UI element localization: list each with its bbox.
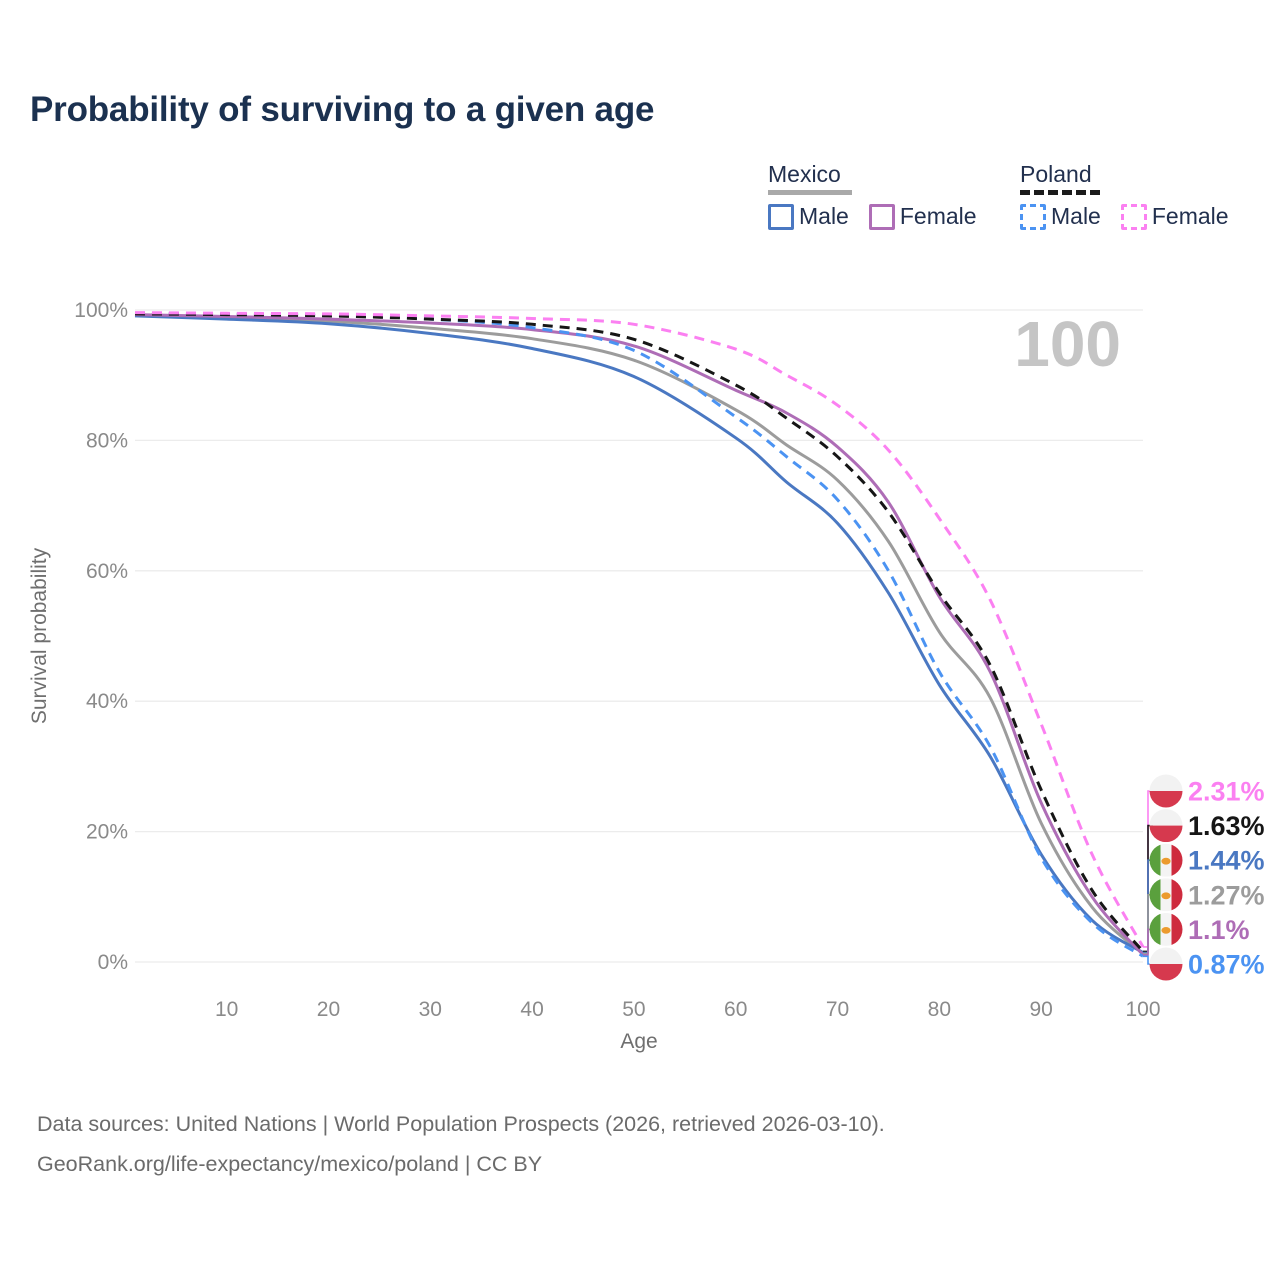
page-title: Probability of surviving to a given age — [30, 90, 655, 129]
footer-attribution-line: GeoRank.org/life-expectancy/mexico/polan… — [37, 1151, 543, 1176]
series-line-mexico-female[interactable] — [134, 313, 1145, 956]
end-label-mexico-male: 1.44% — [1188, 846, 1265, 876]
poland-male-swatch-icon — [1020, 203, 1046, 230]
y-axis-title: Survival probability — [28, 547, 51, 724]
series-line-mexico[interactable] — [134, 313, 1145, 955]
x-tick-label: 60 — [724, 998, 747, 1021]
y-tick-label: 100% — [74, 299, 128, 322]
footer: Data sources: United Nations | World Pop… — [37, 1105, 885, 1184]
watermark: 100 — [1014, 308, 1121, 380]
mexico-flag-icon — [1149, 912, 1183, 946]
poland-flag-icon — [1149, 947, 1183, 981]
series-line-poland-female[interactable] — [134, 311, 1145, 948]
legend-label-mexico-male: Male — [799, 203, 849, 229]
y-tick-label: 60% — [86, 560, 128, 583]
y-tick-label: 80% — [86, 429, 128, 452]
series-line-poland[interactable] — [134, 312, 1145, 953]
end-label-mexico: 1.27% — [1188, 880, 1265, 910]
mexico-male-swatch-icon — [768, 203, 794, 230]
y-tick-label: 20% — [86, 821, 128, 844]
y-tick-label: 0% — [98, 951, 128, 974]
x-tick-label: 20 — [317, 998, 340, 1021]
legend-group-poland: Poland Male Female — [1020, 161, 1229, 230]
legend-label-poland-male: Male — [1051, 203, 1101, 229]
x-axis-title: Age — [620, 1030, 657, 1053]
poland-female-swatch-icon — [1120, 203, 1147, 230]
end-label-poland: 1.63% — [1188, 811, 1265, 841]
mexico-flag-icon — [1149, 878, 1183, 912]
legend-group-mexico: Mexico Male Female — [768, 161, 977, 230]
x-tick-label: 100 — [1125, 998, 1160, 1021]
y-tick-label: 40% — [86, 690, 128, 713]
legend-item-poland-male[interactable]: Male — [1020, 203, 1101, 230]
legend-item-mexico-male[interactable]: Male — [768, 203, 849, 230]
end-label-poland-male: 0.87% — [1188, 950, 1265, 980]
mexico-female-swatch-icon — [868, 203, 895, 230]
legend-country-poland: Poland — [1020, 161, 1100, 195]
end-label-poland-female: 2.31% — [1188, 777, 1265, 807]
legend-country-mexico: Mexico — [768, 161, 852, 195]
series-line-poland-male[interactable] — [134, 311, 1144, 958]
x-tick-label: 90 — [1030, 998, 1053, 1021]
mexico-flag-icon — [1149, 843, 1183, 877]
poland-flag-icon — [1149, 774, 1183, 808]
legend-label-poland-female: Female — [1151, 203, 1229, 229]
legend-label-mexico-female: Female — [899, 203, 977, 229]
footer-sources-line: Data sources: United Nations | World Pop… — [37, 1112, 885, 1136]
legend: Mexico Male Female Poland Male Female — [768, 161, 1248, 241]
series-line-mexico-male[interactable] — [134, 314, 1144, 954]
x-tick-label: 50 — [622, 998, 645, 1021]
legend-item-poland-female[interactable]: Female — [1120, 203, 1229, 230]
poland-flag-icon — [1149, 809, 1183, 843]
x-tick-label: 80 — [928, 998, 951, 1021]
x-tick-label: 40 — [520, 998, 543, 1021]
end-label-mexico-female: 1.1% — [1188, 915, 1250, 945]
legend-item-mexico-female[interactable]: Female — [868, 203, 977, 230]
x-tick-label: 70 — [826, 998, 849, 1021]
x-tick-label: 30 — [419, 998, 442, 1021]
x-tick-label: 10 — [215, 998, 238, 1021]
